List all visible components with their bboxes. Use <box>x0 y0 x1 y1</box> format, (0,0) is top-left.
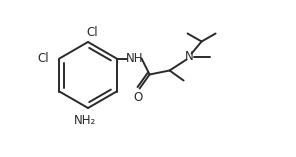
Text: NH₂: NH₂ <box>74 114 96 127</box>
Text: Cl: Cl <box>38 52 49 65</box>
Text: O: O <box>133 91 142 104</box>
Text: NH: NH <box>126 52 143 65</box>
Text: Cl: Cl <box>86 25 98 38</box>
Text: N: N <box>185 50 194 63</box>
